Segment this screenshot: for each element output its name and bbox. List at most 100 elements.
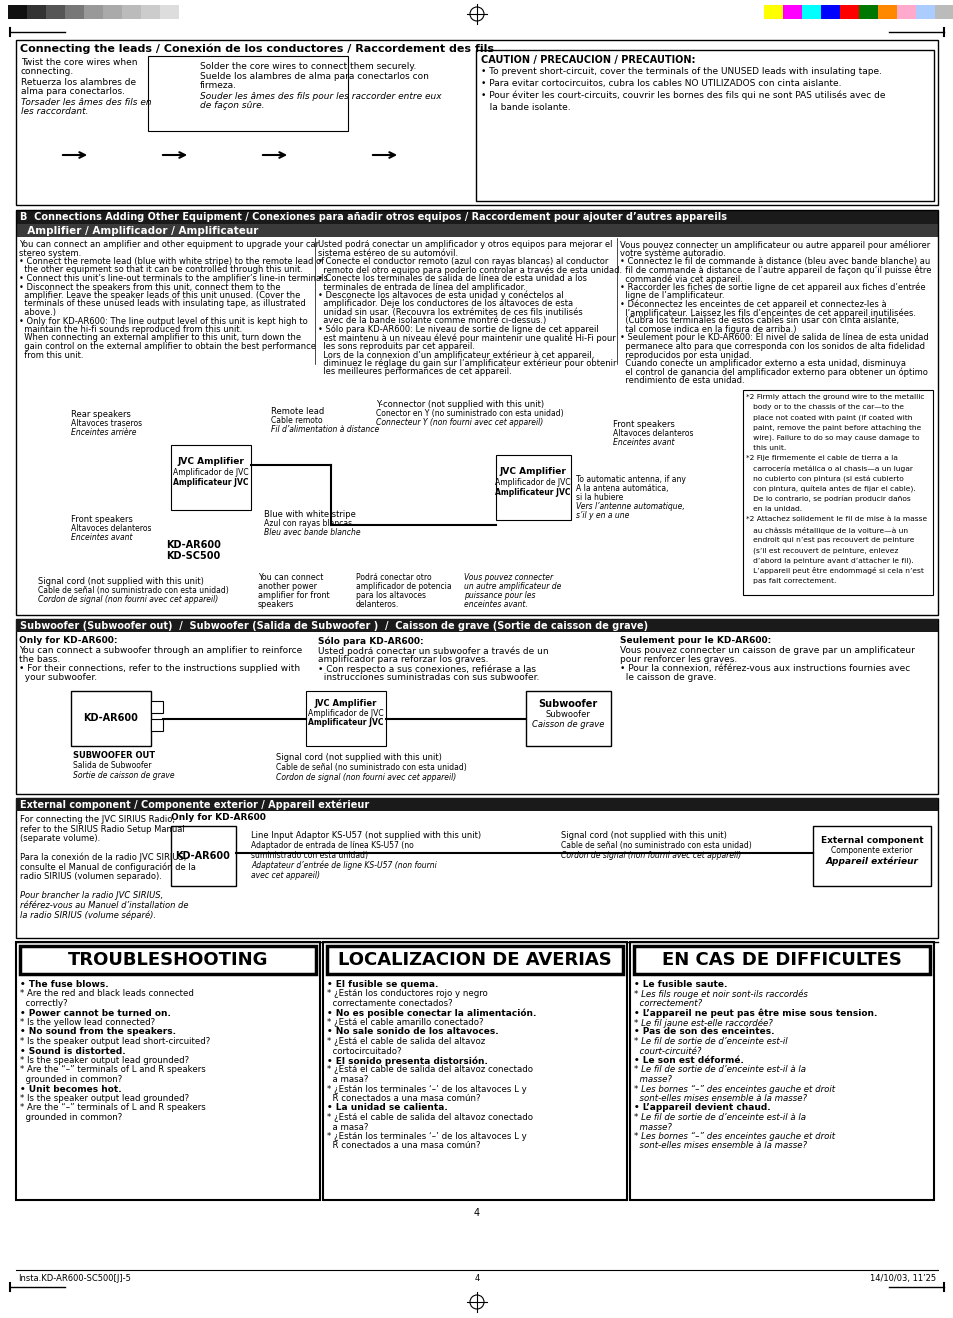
- Bar: [16, 619, 937, 793]
- Text: Torsader les âmes des fils en: Torsader les âmes des fils en: [21, 98, 152, 107]
- Text: • Con respecto a sus conexiones, refiérase a las: • Con respecto a sus conexiones, refiéra…: [317, 664, 536, 673]
- Text: A la antena automática,: A la antena automática,: [576, 484, 668, 493]
- Bar: [812, 826, 930, 886]
- Text: delanteros.: delanteros.: [355, 600, 399, 609]
- Text: * ¿Está el cable de salida del altavoz: * ¿Está el cable de salida del altavoz: [327, 1037, 485, 1046]
- Text: • La unidad se calienta.: • La unidad se calienta.: [327, 1103, 447, 1112]
- Text: suministrado con esta unidad): suministrado con esta unidad): [251, 851, 368, 861]
- Text: another power: another power: [257, 583, 316, 590]
- Bar: [323, 942, 626, 1199]
- Bar: [20, 946, 315, 974]
- Text: * Le fil de sortie de d’enceinte est-il: * Le fil de sortie de d’enceinte est-il: [634, 1037, 787, 1046]
- Text: Usted podrá conectar un subwoofer a través de un: Usted podrá conectar un subwoofer a trav…: [317, 646, 548, 655]
- Text: Signal cord (not supplied with this unit): Signal cord (not supplied with this unit…: [38, 577, 204, 587]
- Text: correctamente conectados?: correctamente conectados?: [327, 999, 452, 1008]
- Text: cortocircuitado?: cortocircuitado?: [327, 1046, 401, 1056]
- Text: terminals of these unused leads with insulating tape, as illustrated: terminals of these unused leads with ins…: [19, 299, 305, 308]
- Text: CAUTION / PRECAUCION / PRECAUTION:: CAUTION / PRECAUCION / PRECAUTION:: [480, 55, 695, 65]
- Bar: [27, 5, 46, 18]
- Text: • Sólo para KD-AR600: Le niveau de sortie de ligne de cet appareil: • Sólo para KD-AR600: Le niveau de sorti…: [317, 326, 598, 335]
- Text: a masa?: a masa?: [327, 1123, 368, 1131]
- Text: External component / Componente exterior / Appareil extérieur: External component / Componente exterior…: [20, 800, 369, 811]
- Text: R conectados a una masa común?: R conectados a una masa común?: [327, 1094, 480, 1103]
- Text: si la hubiere: si la hubiere: [576, 493, 622, 502]
- Bar: [877, 5, 896, 18]
- Text: 14/10/03, 11’25: 14/10/03, 11’25: [869, 1275, 935, 1282]
- Text: Rear speakers: Rear speakers: [71, 410, 131, 419]
- Text: Front speakers: Front speakers: [613, 420, 674, 428]
- Text: d’abord la peinture avant d’attacher le fil).: d’abord la peinture avant d’attacher le …: [745, 558, 913, 564]
- Bar: [840, 5, 858, 18]
- Text: au châssis métallique de la voiture—à un: au châssis métallique de la voiture—à un: [745, 527, 907, 534]
- Text: endroit qui n’est pas recouvert de peinture: endroit qui n’est pas recouvert de peint…: [745, 536, 913, 543]
- Text: R conectados a una masa común?: R conectados a una masa común?: [327, 1141, 480, 1151]
- Text: Cable de señal (no suministrado con esta unidad): Cable de señal (no suministrado con esta…: [275, 763, 466, 772]
- Bar: [151, 701, 163, 713]
- Text: Cable remoto: Cable remoto: [271, 416, 322, 424]
- Text: • Conecte el conductor remoto (azul con rayas blancas) al conductor: • Conecte el conductor remoto (azul con …: [317, 257, 608, 266]
- Bar: [171, 826, 235, 886]
- Bar: [141, 5, 160, 18]
- Text: *2 Attachez solidement le fil de mise à la masse: *2 Attachez solidement le fil de mise à …: [745, 517, 926, 522]
- Text: (Cubra los terminales de estos cables sin usar con cinta aislante,: (Cubra los terminales de estos cables si…: [619, 316, 898, 326]
- Text: • Only for KD-AR600: The line output level of this unit is kept high to: • Only for KD-AR600: The line output lev…: [19, 316, 308, 326]
- Text: est maintenu à un niveau élevé pour maintenir une qualité Hi-Fi pour: est maintenu à un niveau élevé pour main…: [317, 333, 615, 343]
- Text: • Power cannot be turned on.: • Power cannot be turned on.: [20, 1008, 171, 1017]
- Text: Connecteur Y (non fourni avec cet appareil): Connecteur Y (non fourni avec cet appare…: [375, 418, 542, 427]
- Text: Bleu avec bande blanche: Bleu avec bande blanche: [264, 529, 360, 536]
- Text: your subwoofer.: your subwoofer.: [19, 673, 97, 681]
- Text: SUBWOOFER OUT: SUBWOOFER OUT: [73, 751, 155, 760]
- Text: Amplifier / Amplificador / Amplificateur: Amplifier / Amplificador / Amplificateur: [20, 225, 258, 236]
- Text: • No es posible conectar la alimentación.: • No es posible conectar la alimentación…: [327, 1008, 536, 1017]
- Bar: [306, 691, 386, 746]
- Text: grounded in common?: grounded in common?: [20, 1112, 122, 1122]
- Text: pas fait correctement.: pas fait correctement.: [745, 577, 836, 584]
- Text: * Le fil de sortie de d’enceinte est-il à la: * Le fil de sortie de d’enceinte est-il …: [634, 1065, 805, 1074]
- Text: Vous pouvez connecter un caisson de grave par un amplificateur: Vous pouvez connecter un caisson de grav…: [619, 646, 914, 655]
- Text: KD-AR600: KD-AR600: [84, 713, 138, 724]
- Text: * Le fil jaune est-elle raccordée?: * Le fil jaune est-elle raccordée?: [634, 1017, 772, 1028]
- Text: • Disconnect the speakers from this unit, connect them to the: • Disconnect the speakers from this unit…: [19, 282, 280, 291]
- Text: To automatic antenna, if any: To automatic antenna, if any: [576, 474, 685, 484]
- Text: Twist the core wires when: Twist the core wires when: [21, 58, 137, 67]
- Text: la radio SIRIUS (volume séparé).: la radio SIRIUS (volume séparé).: [20, 909, 156, 920]
- Text: * Is the speaker output lead short-circuited?: * Is the speaker output lead short-circu…: [20, 1037, 210, 1046]
- Text: When connecting an external amplifier to this unit, turn down the: When connecting an external amplifier to…: [19, 333, 301, 343]
- Text: • The fuse blows.: • The fuse blows.: [20, 981, 109, 988]
- Text: unidad sin usar. (Recouvra los extrémites de ces fils inutilisés: unidad sin usar. (Recouvra los extrémite…: [317, 308, 582, 318]
- Bar: [327, 946, 622, 974]
- Text: tal comose indica en la figura de arriba.): tal comose indica en la figura de arriba…: [619, 326, 796, 333]
- Text: les meilleures performances de cet appareil.: les meilleures performances de cet appar…: [317, 368, 511, 377]
- Text: from this unit.: from this unit.: [19, 351, 84, 360]
- Bar: [148, 55, 348, 130]
- Bar: [16, 224, 937, 237]
- Text: maintain the hi-fi sounds reproduced from this unit.: maintain the hi-fi sounds reproduced fro…: [19, 326, 242, 333]
- Text: Cordon de signal (non fourni avec cet appareil): Cordon de signal (non fourni avec cet ap…: [275, 772, 456, 782]
- Text: Para la conexión de la radio JVC SIRIUS,: Para la conexión de la radio JVC SIRIUS,: [20, 853, 186, 862]
- Text: body or to the chassis of the car—to the: body or to the chassis of the car—to the: [745, 405, 903, 410]
- Text: Vous pouvez connecter un amplificateur ou autre appareil pour améliorer: Vous pouvez connecter un amplificateur o…: [619, 240, 929, 249]
- Text: * Les fils rouge et noir sont-ils raccordés: * Les fils rouge et noir sont-ils raccor…: [634, 990, 807, 999]
- Bar: [84, 5, 103, 18]
- Text: the other equipment so that it can be controlled through this unit.: the other equipment so that it can be co…: [19, 265, 303, 274]
- Text: 4: 4: [474, 1275, 479, 1282]
- Bar: [763, 5, 782, 18]
- Text: sont-elles mises ensemble à la masse?: sont-elles mises ensemble à la masse?: [634, 1141, 806, 1151]
- Text: • For their connections, refer to the instructions supplied with: • For their connections, refer to the in…: [19, 664, 300, 673]
- Text: commandé via cet appareil.: commandé via cet appareil.: [619, 274, 742, 283]
- Text: Subwoofer: Subwoofer: [537, 699, 597, 709]
- Text: grounded in common?: grounded in common?: [20, 1075, 122, 1083]
- Bar: [8, 5, 27, 18]
- Bar: [16, 40, 937, 206]
- Text: * Les bornes “–” des enceintes gauche et droit: * Les bornes “–” des enceintes gauche et…: [634, 1085, 834, 1094]
- Text: * Le fil de sortie de d’enceinte est-il à la: * Le fil de sortie de d’enceinte est-il …: [634, 1112, 805, 1122]
- Text: a masa?: a masa?: [327, 1075, 368, 1083]
- Text: amplifier. Leave the speaker leads of this unit unused. (Cover the: amplifier. Leave the speaker leads of th…: [19, 291, 300, 301]
- Text: sont-elles mises ensemble à la masse?: sont-elles mises ensemble à la masse?: [634, 1094, 806, 1103]
- Bar: [896, 5, 915, 18]
- Text: Vers l’antenne automatique,: Vers l’antenne automatique,: [576, 502, 684, 511]
- Text: Amplificador de JVC: Amplificador de JVC: [495, 478, 570, 486]
- Text: • Sound is distorted.: • Sound is distorted.: [20, 1046, 126, 1056]
- Text: Signal cord (not supplied with this unit): Signal cord (not supplied with this unit…: [275, 753, 441, 762]
- Text: diminuez le réglage du gain sur l’amplificateur extérieur pour obtenir: diminuez le réglage du gain sur l’amplif…: [317, 358, 616, 369]
